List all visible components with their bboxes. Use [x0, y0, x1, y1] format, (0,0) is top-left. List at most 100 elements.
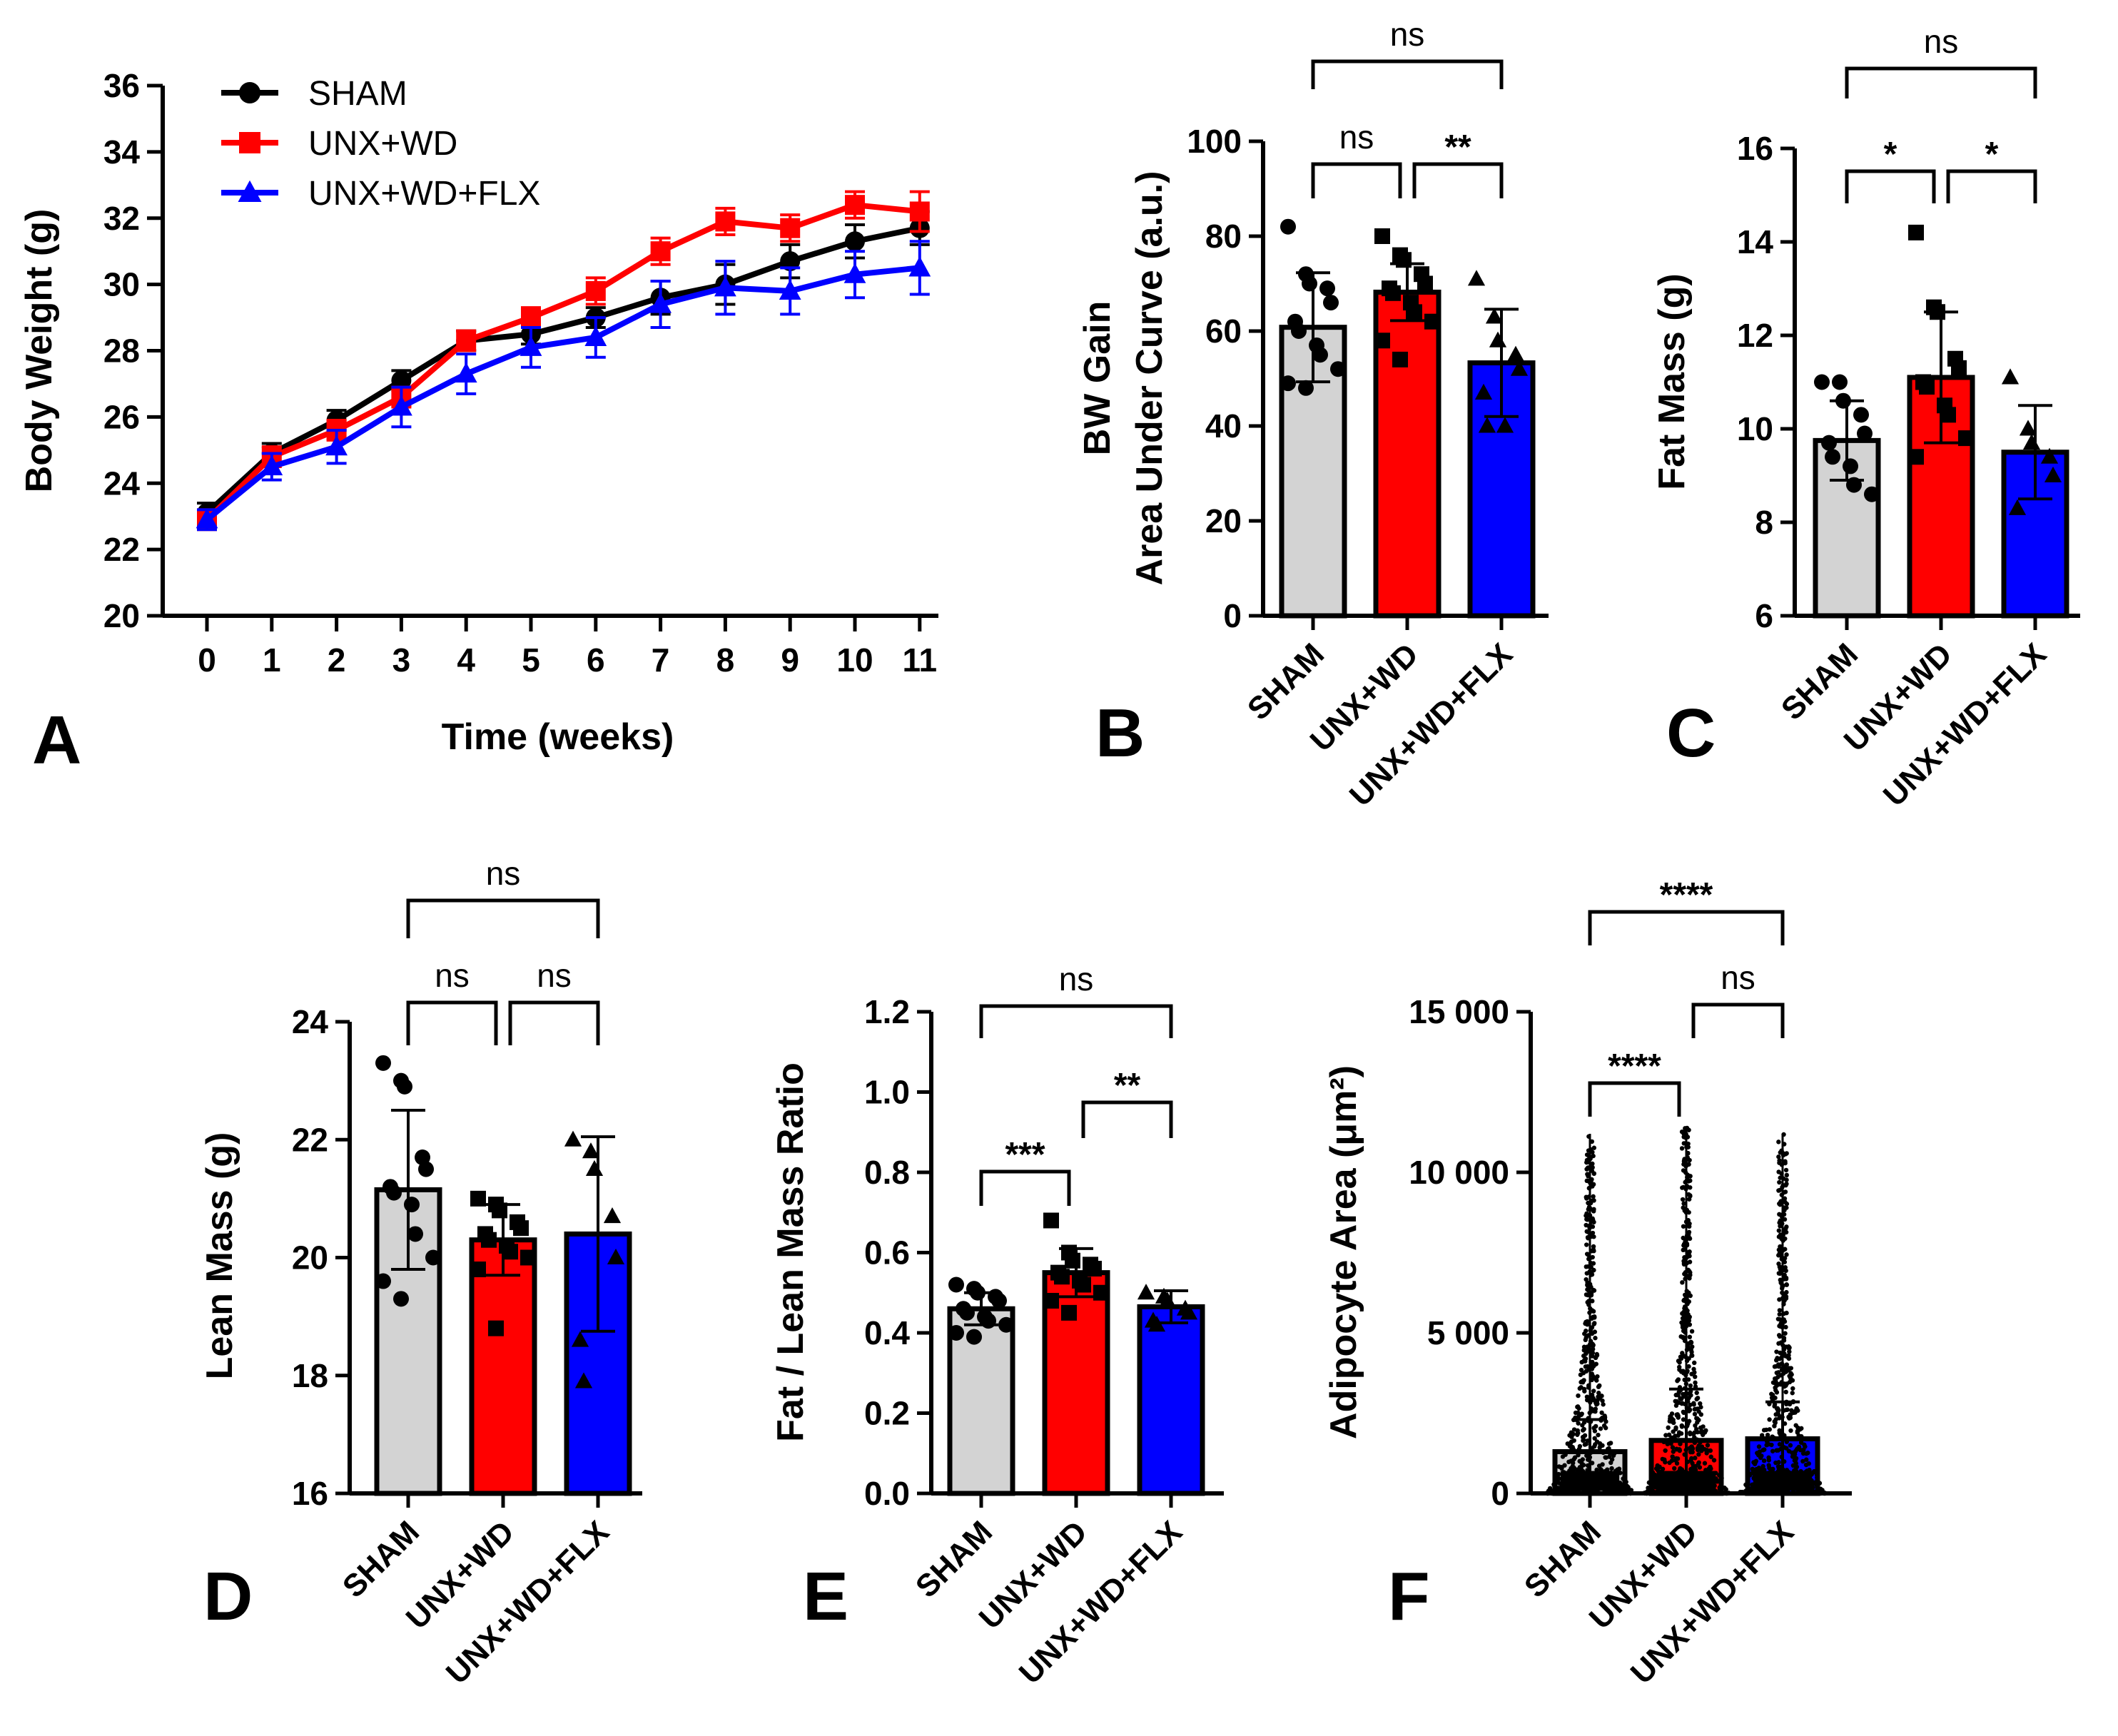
data-point: [418, 1161, 434, 1177]
data-point: [1407, 304, 1422, 320]
data-point: [1778, 1277, 1783, 1283]
data-point: [1686, 1418, 1692, 1423]
x-tick-label: 0: [198, 641, 216, 679]
data-point: [390, 395, 412, 416]
legend-marker: [239, 82, 260, 103]
legend-marker: [239, 132, 260, 153]
data-point: [1653, 1472, 1658, 1478]
data-point: [1591, 1145, 1597, 1150]
data-point: [2008, 499, 2027, 515]
data-point: [966, 1329, 982, 1345]
data-point: [1940, 407, 1956, 423]
data-point: [1764, 1438, 1770, 1443]
category-label: UNX+WD+FLX: [1343, 636, 1519, 813]
data-point: [470, 1262, 486, 1278]
data-point: [1591, 1194, 1596, 1199]
significance-bracket: ****: [1588, 876, 1785, 945]
x-tick-label: 7: [652, 641, 670, 679]
panel-letter-e: E: [803, 1558, 848, 1635]
data-point: [1711, 1489, 1716, 1494]
data-point: [1784, 1202, 1790, 1207]
data-point: [1556, 1481, 1562, 1486]
category-label: UNX+WD+FLX: [1877, 636, 2053, 813]
data-point: [1584, 1397, 1590, 1403]
data-point: [425, 1249, 441, 1266]
data-point: [1553, 1491, 1558, 1496]
data-point: [1651, 1476, 1657, 1481]
significance-bracket: ns: [406, 957, 498, 1045]
data-point: [1772, 1403, 1777, 1409]
data-point: [845, 231, 865, 252]
data-point: [1595, 1374, 1600, 1379]
data-point: [1776, 1188, 1781, 1193]
significance-bracket: ns: [1691, 959, 1785, 1038]
data-point: [1688, 1347, 1693, 1352]
data-point: [1857, 425, 1873, 442]
data-point: [1778, 1350, 1783, 1356]
data-point: [1698, 1401, 1703, 1406]
data-point: [1686, 1209, 1691, 1215]
series-line: [205, 202, 921, 522]
data-point: [1783, 1268, 1788, 1274]
data-point: [1663, 1433, 1668, 1438]
data-point: [1791, 1410, 1797, 1415]
data-point: [1843, 458, 1858, 474]
data-point: [1680, 1401, 1685, 1406]
data-point: [1582, 1491, 1587, 1496]
significance-bracket: ns: [979, 960, 1173, 1038]
data-point: [1774, 1448, 1779, 1453]
significance-label: **: [1444, 128, 1471, 166]
data-point: [1788, 1376, 1793, 1381]
significance-bracket: ns: [1311, 16, 1504, 89]
significance-bracket: ns: [1845, 23, 2037, 98]
data-point: [1908, 224, 1924, 240]
bar-group-sham: [1279, 218, 1347, 619]
data-point: [1061, 1304, 1077, 1321]
bracket-line: [1946, 169, 2037, 203]
y-tick-label: 22: [103, 531, 140, 568]
data-point: [1804, 1490, 1809, 1495]
data-point: [1777, 1311, 1782, 1317]
data-point: [1396, 252, 1412, 268]
data-point: [1754, 1491, 1760, 1496]
data-point: [456, 330, 477, 351]
data-point: [1777, 1251, 1783, 1256]
data-point: [1773, 1395, 1778, 1401]
data-point: [1678, 1369, 1684, 1374]
data-point: [991, 1293, 1007, 1309]
data-points: [1137, 1284, 1198, 1332]
category-label: UNX+WD+FLX: [1624, 1514, 1800, 1690]
data-point: [908, 256, 931, 277]
data-point: [520, 335, 542, 356]
data-point: [1585, 1344, 1590, 1349]
data-point: [1584, 1178, 1589, 1184]
data-point: [1786, 1353, 1791, 1358]
data-point: [1919, 379, 1935, 395]
data-point: [1694, 1390, 1699, 1396]
data-point: [2040, 447, 2059, 464]
data-point: [1800, 1458, 1805, 1464]
data-point: [1312, 347, 1328, 363]
data-point: [1584, 1217, 1589, 1222]
data-point: [1590, 1359, 1595, 1365]
bar-group-sham: [374, 1055, 442, 1496]
data-point: [1584, 1242, 1589, 1247]
data-point: [260, 455, 283, 476]
legend-label: UNX+WD: [308, 125, 457, 163]
y-tick-label: 1.2: [864, 993, 910, 1030]
data-point: [1693, 1423, 1698, 1428]
significance-label: ns: [1339, 118, 1374, 156]
data-point: [1691, 1401, 1696, 1406]
data-point: [1584, 1351, 1588, 1356]
data-point: [1616, 1466, 1622, 1471]
significance-bracket: *: [1946, 136, 2037, 203]
data-point: [1832, 374, 1848, 390]
data-point: [1597, 1441, 1603, 1446]
data-point: [470, 1190, 486, 1207]
data-point: [1180, 1304, 1198, 1320]
data-point: [1743, 1491, 1748, 1496]
data-point: [1864, 486, 1880, 502]
data-point: [1291, 323, 1307, 339]
